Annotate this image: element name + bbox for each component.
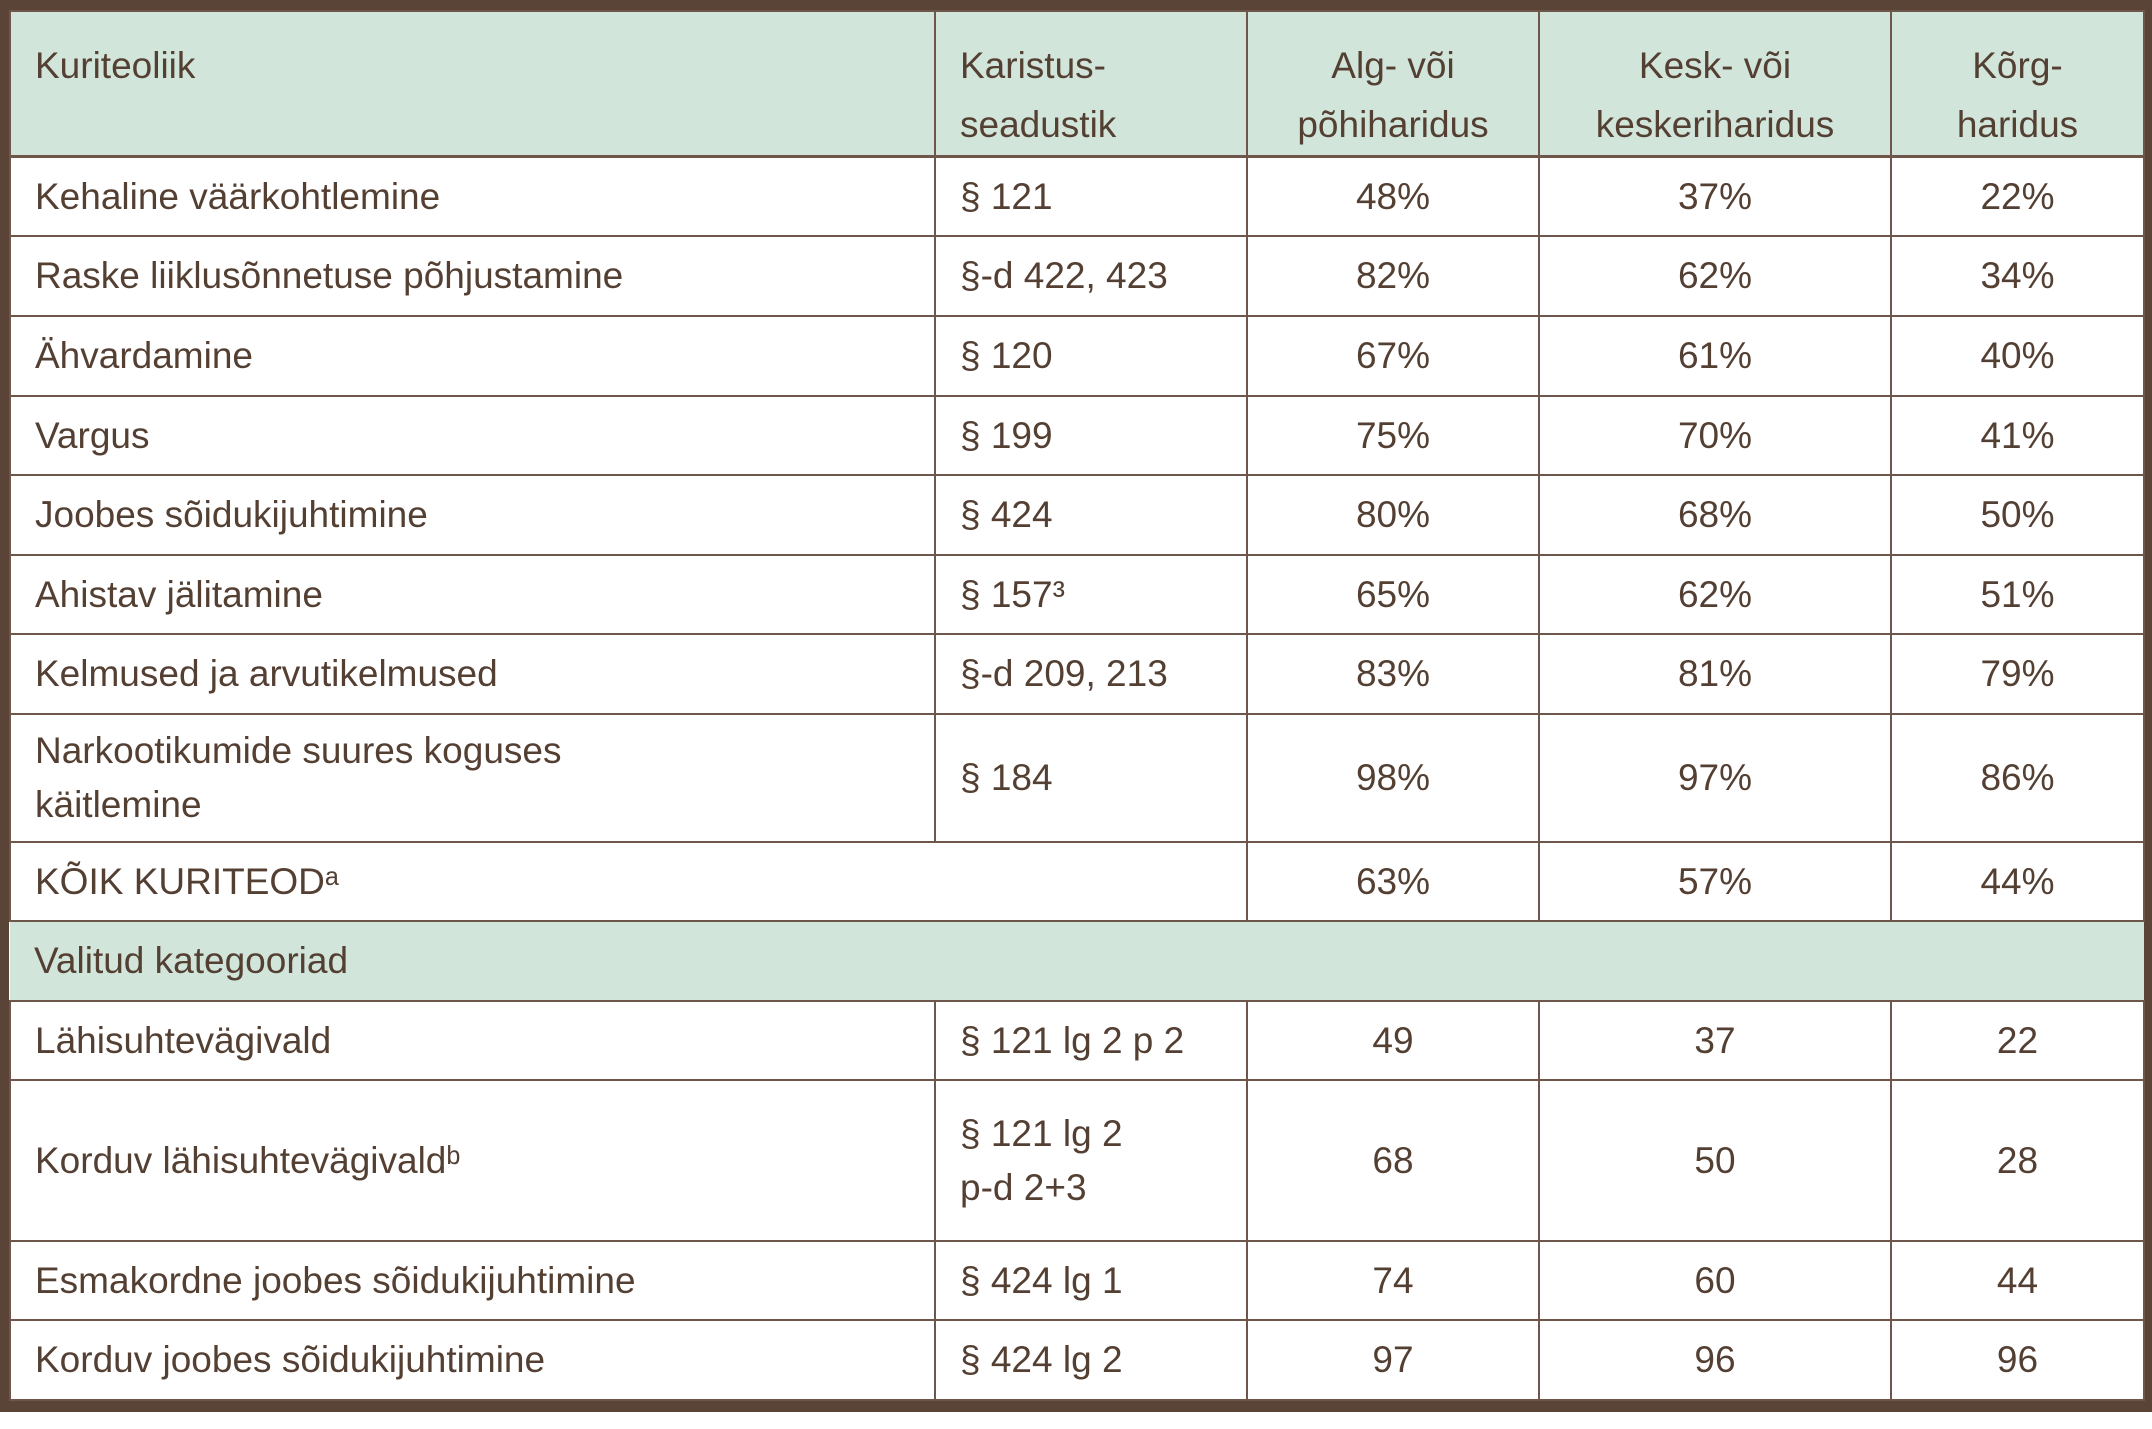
table-row: Kelmused ja arvutikelmused §-d 209, 213 …	[9, 633, 2145, 716]
value-cell: 70%	[1538, 394, 1892, 477]
penal-code-cell: § 424 lg 1	[934, 1239, 1248, 1322]
crime-type-cell: Kelmused ja arvutikelmused	[9, 633, 936, 716]
column-header-penal-code: Karistus- seadustik	[934, 10, 1248, 159]
table-row: Esmakordne joobes sõidukijuhtimine § 424…	[9, 1239, 2145, 1322]
value-cell: 86%	[1890, 713, 2145, 843]
value-cell: 44	[1890, 1239, 2145, 1322]
table-row: Narkootikumide suures koguses käitlemine…	[9, 713, 2145, 843]
section-header-cell: Valitud kategooriad	[10, 920, 2144, 1002]
table-row: Joobes sõidukijuhtimine § 424 80% 68% 50…	[9, 474, 2145, 556]
table-row: Lähisuhtevägivald § 121 lg 2 p 2 49 37 2…	[9, 999, 2145, 1082]
crime-type-cell: Korduv joobes sõidukijuhtimine	[9, 1319, 936, 1401]
crime-type-total-cell: KÕIK KURITEODᵃ	[9, 840, 1248, 923]
value-cell: 22	[1890, 999, 2145, 1082]
penal-code-cell: § 424	[934, 474, 1248, 556]
value-cell: 74	[1246, 1239, 1540, 1322]
penal-code-cell: §-d 209, 213	[934, 633, 1248, 716]
penal-code-cell: § 157³	[934, 553, 1248, 636]
value-cell: 68%	[1538, 474, 1892, 556]
table-row: Ähvardamine § 120 67% 61% 40%	[9, 315, 2145, 397]
crime-education-table: Kuriteoliik Karistus- seadustik Alg- või…	[9, 10, 2145, 1401]
penal-code-cell: § 121 lg 2 p-d 2+3	[934, 1079, 1248, 1242]
table-row: Ahistav jälitamine § 157³ 65% 62% 51%	[9, 553, 2145, 636]
value-cell: 97%	[1538, 713, 1892, 843]
value-cell: 34%	[1890, 235, 2145, 318]
value-cell: 48%	[1246, 155, 1540, 238]
penal-code-cell: § 121 lg 2 p 2	[934, 999, 1248, 1082]
crime-type-cell: Lähisuhtevägivald	[9, 999, 936, 1082]
column-header-basic-education: Alg- või põhiharidus	[1246, 10, 1540, 159]
column-header-higher-education: Kõrg- haridus	[1890, 10, 2145, 159]
value-cell: 75%	[1246, 394, 1540, 477]
value-cell: 44%	[1890, 840, 2145, 923]
column-header-crime-type: Kuriteoliik	[9, 10, 936, 159]
table-row: Vargus § 199 75% 70% 41%	[9, 394, 2145, 477]
crime-type-cell: Esmakordne joobes sõidukijuhtimine	[9, 1239, 936, 1322]
crime-type-cell: Vargus	[9, 394, 936, 477]
crime-type-cell: Joobes sõidukijuhtimine	[9, 474, 936, 556]
table-row-total: KÕIK KURITEODᵃ 63% 57% 44%	[9, 840, 2145, 923]
value-cell: 41%	[1890, 394, 2145, 477]
penal-code-cell: § 121	[934, 155, 1248, 238]
value-cell: 97	[1246, 1319, 1540, 1401]
crime-type-cell: Korduv lähisuhtevägivaldᵇ	[9, 1079, 936, 1242]
value-cell: 28	[1890, 1079, 2145, 1242]
value-cell: 98%	[1246, 713, 1540, 843]
value-cell: 37%	[1538, 155, 1892, 238]
value-cell: 67%	[1246, 315, 1540, 397]
value-cell: 57%	[1538, 840, 1892, 923]
crime-type-cell: Kehaline väärkohtlemine	[9, 155, 936, 238]
value-cell: 96	[1538, 1319, 1892, 1401]
value-cell: 65%	[1246, 553, 1540, 636]
value-cell: 50	[1538, 1079, 1892, 1242]
column-header-secondary-education: Kesk- või keskeriharidus	[1538, 10, 1892, 159]
value-cell: 51%	[1890, 553, 2145, 636]
value-cell: 62%	[1538, 553, 1892, 636]
value-cell: 81%	[1538, 633, 1892, 716]
value-cell: 40%	[1890, 315, 2145, 397]
value-cell: 61%	[1538, 315, 1892, 397]
penal-code-cell: § 199	[934, 394, 1248, 477]
penal-code-cell: §-d 422, 423	[934, 235, 1248, 318]
penal-code-cell: § 120	[934, 315, 1248, 397]
value-cell: 37	[1538, 999, 1892, 1082]
value-cell: 96	[1890, 1319, 2145, 1401]
crime-type-cell: Raske liiklusõnnetuse põhjustamine	[9, 235, 936, 318]
crime-type-cell: Narkootikumide suures koguses käitlemine	[9, 713, 936, 843]
section-header-row: Valitud kategooriad	[10, 920, 2144, 1002]
value-cell: 82%	[1246, 235, 1540, 318]
value-cell: 83%	[1246, 633, 1540, 716]
crime-type-cell: Ähvardamine	[9, 315, 936, 397]
value-cell: 60	[1538, 1239, 1892, 1322]
table-row: Kehaline väärkohtlemine § 121 48% 37% 22…	[9, 155, 2145, 238]
value-cell: 22%	[1890, 155, 2145, 238]
table-row: Korduv lähisuhtevägivaldᵇ § 121 lg 2 p-d…	[9, 1079, 2145, 1242]
value-cell: 50%	[1890, 474, 2145, 556]
value-cell: 62%	[1538, 235, 1892, 318]
penal-code-cell: § 424 lg 2	[934, 1319, 1248, 1401]
value-cell: 49	[1246, 999, 1540, 1082]
value-cell: 79%	[1890, 633, 2145, 716]
table-row: Raske liiklusõnnetuse põhjustamine §-d 4…	[9, 235, 2145, 318]
value-cell: 68	[1246, 1079, 1540, 1242]
table-row: Korduv joobes sõidukijuhtimine § 424 lg …	[9, 1319, 2145, 1401]
penal-code-cell: § 184	[934, 713, 1248, 843]
header-row: Kuriteoliik Karistus- seadustik Alg- või…	[9, 10, 2145, 159]
crime-type-cell: Ahistav jälitamine	[9, 553, 936, 636]
value-cell: 63%	[1246, 840, 1540, 923]
value-cell: 80%	[1246, 474, 1540, 556]
